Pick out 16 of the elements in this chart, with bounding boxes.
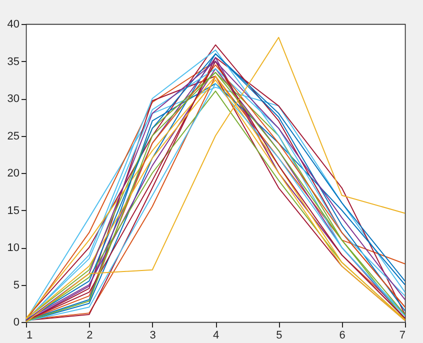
y-tick-label: 25	[7, 130, 20, 142]
y-tick-label: 10	[7, 242, 20, 254]
x-tick-label: 7	[399, 330, 406, 342]
x-tick-label: 4	[212, 330, 220, 342]
x-tick-label: 3	[150, 330, 156, 342]
x-tick-label: 6	[339, 330, 346, 342]
y-tick-label: 40	[7, 18, 20, 30]
x-tick-label: 2	[86, 330, 93, 342]
x-tick-label: 5	[276, 330, 282, 342]
y-tick-label: 35	[7, 56, 20, 68]
y-tick-label: 5	[13, 279, 20, 292]
y-tick-label: 20	[7, 168, 20, 180]
y-tick-label: 15	[7, 204, 20, 217]
y-tick-label: 30	[7, 93, 20, 105]
x-tick-label: 1	[26, 330, 33, 342]
y-tick-label: 0	[13, 316, 20, 328]
